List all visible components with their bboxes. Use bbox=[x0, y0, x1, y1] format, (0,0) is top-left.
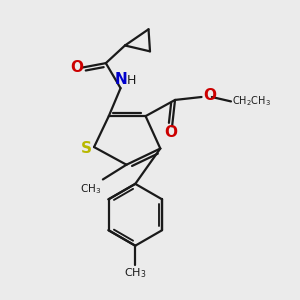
Text: S: S bbox=[81, 141, 92, 156]
Text: N: N bbox=[114, 72, 127, 87]
Text: O: O bbox=[70, 60, 83, 75]
Text: H: H bbox=[127, 74, 136, 87]
Text: O: O bbox=[164, 125, 177, 140]
Text: CH$_3$: CH$_3$ bbox=[80, 182, 101, 196]
Text: CH$_3$: CH$_3$ bbox=[124, 266, 146, 280]
Text: CH$_2$CH$_3$: CH$_2$CH$_3$ bbox=[232, 94, 271, 108]
Text: O: O bbox=[203, 88, 216, 103]
